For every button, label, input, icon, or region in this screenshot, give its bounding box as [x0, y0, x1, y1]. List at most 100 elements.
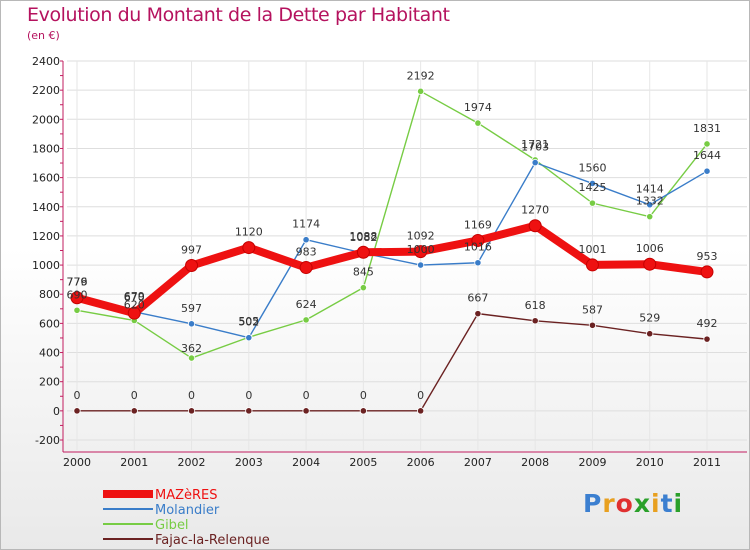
logo-letter: t [660, 489, 674, 518]
y-tick-label: 1400 [32, 201, 60, 214]
data-label: 1169 [464, 218, 492, 231]
data-label: 0 [188, 389, 195, 402]
data-point [299, 261, 313, 275]
data-label: 529 [639, 312, 660, 325]
data-label: 1088 [349, 230, 377, 243]
y-tick-label: 2400 [32, 55, 60, 68]
y-tick-label: -200 [35, 434, 60, 447]
data-point [646, 330, 654, 338]
data-point [302, 236, 310, 244]
data-label: 1831 [693, 122, 721, 135]
chart-subtitle: (en €) [27, 29, 60, 42]
data-label: 690 [67, 288, 88, 301]
logo-letter: i [651, 489, 661, 518]
data-point [70, 291, 84, 305]
data-point [703, 140, 711, 148]
data-label: 1120 [235, 226, 263, 239]
data-point [588, 199, 597, 207]
series-fajac-la-relenque [73, 310, 711, 415]
x-tick-label: 2000 [63, 456, 91, 469]
data-point [703, 335, 711, 343]
data-label: 667 [467, 292, 488, 305]
data-point [359, 284, 367, 292]
data-label: 2192 [407, 69, 435, 82]
data-label: 1082 [349, 231, 377, 244]
data-point [643, 257, 657, 271]
data-label: 1425 [578, 181, 606, 194]
data-point [187, 320, 196, 328]
data-point [585, 258, 599, 272]
data-label: 0 [303, 389, 310, 402]
x-tick-label: 2010 [636, 456, 664, 469]
data-label: 587 [582, 303, 603, 316]
y-tick-label: 1000 [32, 259, 60, 272]
data-point [471, 233, 485, 247]
data-label: 776 [67, 276, 88, 289]
data-label: 679 [124, 290, 145, 303]
data-label: 0 [245, 389, 252, 402]
series-line [76, 90, 708, 359]
y-tick-label: 200 [39, 376, 60, 389]
data-label: 1016 [464, 241, 492, 254]
data-point [414, 245, 428, 259]
data-point [588, 179, 597, 188]
data-label: 1174 [292, 218, 320, 231]
data-label: 1414 [636, 183, 664, 196]
data-label: 492 [697, 317, 718, 330]
data-point [703, 167, 711, 175]
y-tick-label: 2200 [32, 84, 60, 97]
data-point [245, 334, 253, 342]
logo-letter: o [615, 489, 634, 518]
legend-label: Gibel [155, 518, 189, 533]
data-label: 0 [131, 389, 138, 402]
data-point [417, 407, 425, 415]
y-tick-label: 400 [39, 347, 60, 360]
data-label: 845 [353, 266, 374, 279]
data-label: 779 [67, 275, 88, 288]
data-label: 953 [697, 250, 718, 263]
proxiti-logo: Proxiti [583, 489, 683, 518]
data-point [417, 261, 425, 269]
x-tick-label: 2004 [292, 456, 320, 469]
data-label: 1270 [521, 204, 549, 217]
data-point [700, 265, 714, 279]
x-tick-label: 2002 [178, 456, 206, 469]
series-line [76, 312, 708, 412]
x-tick-label: 2011 [693, 456, 721, 469]
data-point [302, 316, 310, 324]
data-label: 618 [525, 299, 546, 312]
data-point [242, 241, 256, 255]
series-gibel [73, 87, 711, 362]
data-label: 1092 [407, 230, 435, 243]
data-label: 1000 [407, 243, 435, 256]
data-point [130, 407, 138, 415]
y-tick-label: 800 [39, 288, 60, 301]
legend-label: MAZèRES [155, 488, 218, 503]
x-tick-label: 2008 [521, 456, 549, 469]
logo-letter: i [673, 489, 684, 518]
logo-letter: x [633, 489, 651, 518]
data-label: 0 [417, 389, 424, 402]
data-label: 0 [360, 389, 367, 402]
data-label: 597 [181, 302, 202, 315]
data-point [187, 407, 196, 415]
series-line [73, 221, 711, 318]
data-point [588, 321, 597, 329]
data-label: 1006 [636, 242, 664, 255]
data-point [356, 245, 370, 259]
data-point [646, 201, 654, 209]
y-tick-label: 0 [53, 405, 60, 418]
data-point [302, 407, 310, 415]
data-label: 997 [181, 244, 202, 257]
data-label: 1001 [578, 243, 606, 256]
data-point [474, 310, 482, 318]
x-tick-label: 2009 [578, 456, 606, 469]
y-tick-label: 600 [39, 317, 60, 330]
data-label: 670 [124, 291, 145, 304]
data-label: 983 [296, 246, 317, 259]
x-tick-label: 2005 [349, 456, 377, 469]
data-label: 1560 [578, 161, 606, 174]
x-tick-label: 2006 [407, 456, 435, 469]
data-label: 1974 [464, 101, 492, 114]
y-tick-label: 1200 [32, 230, 60, 243]
